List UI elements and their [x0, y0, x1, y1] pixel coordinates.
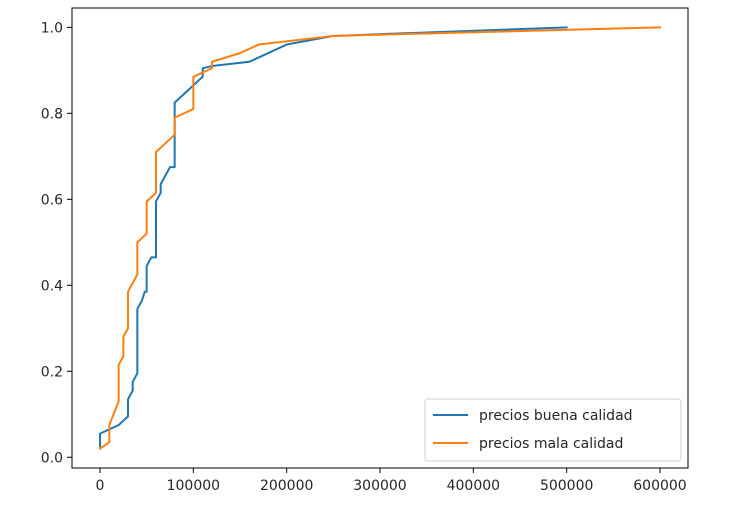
legend: precios buena calidad precios mala calid…	[424, 398, 682, 462]
x-tick-label: 100000	[167, 478, 220, 494]
x-tick-label: 500000	[540, 478, 593, 494]
legend-label-precios-buena-calidad: precios buena calidad	[479, 408, 633, 424]
legend-box	[424, 398, 682, 462]
x-axis: 0 100000 200000 300000 400000 500000 600000	[96, 468, 687, 494]
y-tick-label: 0.0	[41, 450, 63, 466]
series-layer	[98, 26, 662, 451]
y-tick-label: 0.2	[41, 364, 63, 380]
x-tick-label: 0	[96, 478, 105, 494]
y-tick-label: 0.8	[41, 106, 63, 122]
y-tick-label: 1.0	[41, 20, 63, 36]
y-tick-label: 0.4	[41, 278, 63, 294]
legend-label-precios-mala-calidad: precios mala calidad	[479, 436, 623, 452]
series-line-precios-mala-calidad	[98, 26, 662, 451]
x-tick-label: 300000	[353, 478, 406, 494]
x-tick-label: 400000	[447, 478, 500, 494]
series-line-precios-buena-calidad	[99, 26, 568, 448]
y-axis: 0.0 0.2 0.4 0.6 0.8 1.0	[41, 20, 72, 466]
x-tick-label: 200000	[260, 478, 313, 494]
y-tick-label: 0.6	[41, 192, 63, 208]
x-tick-label: 600000	[633, 478, 686, 494]
